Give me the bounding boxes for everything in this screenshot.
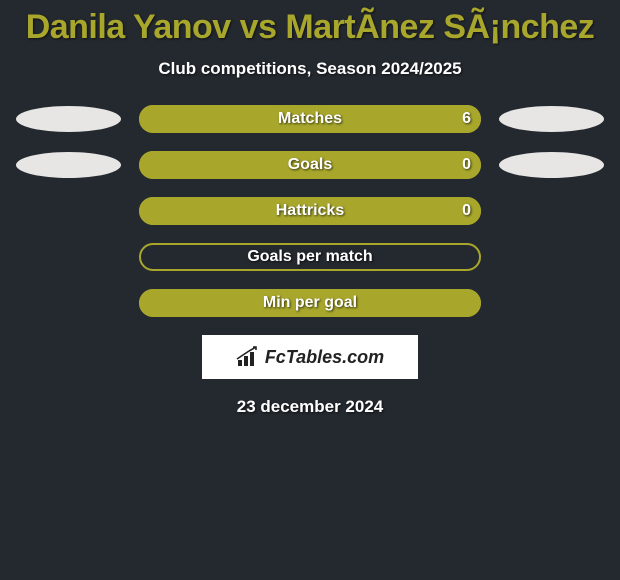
comparison-subtitle: Club competitions, Season 2024/2025: [0, 59, 620, 79]
stat-row: Matches6: [0, 105, 620, 133]
stat-right-value: 6: [462, 105, 471, 133]
stat-bar: Min per goal: [139, 289, 481, 317]
stat-label: Hattricks: [139, 197, 481, 225]
stat-bar: Goals0: [139, 151, 481, 179]
snapshot-date: 23 december 2024: [0, 397, 620, 417]
fctables-logo: FcTables.com: [202, 335, 418, 379]
stat-row: Goals per match: [0, 243, 620, 271]
stat-row: Goals0: [0, 151, 620, 179]
stat-bar: Matches6: [139, 105, 481, 133]
stat-label: Min per goal: [139, 289, 481, 317]
right-player-bubble: [499, 106, 604, 132]
stat-bar: Hattricks0: [139, 197, 481, 225]
stat-rows: Matches6Goals0Hattricks0Goals per matchM…: [0, 105, 620, 317]
stat-right-value: 0: [462, 197, 471, 225]
stat-label: Goals per match: [139, 243, 481, 271]
stat-row: Hattricks0: [0, 197, 620, 225]
stat-right-value: 0: [462, 151, 471, 179]
stat-row: Min per goal: [0, 289, 620, 317]
stat-bar: Goals per match: [139, 243, 481, 271]
bar-chart-icon: [236, 346, 262, 368]
logo-text: FcTables.com: [265, 347, 384, 368]
left-player-bubble: [16, 152, 121, 178]
stat-label: Goals: [139, 151, 481, 179]
right-player-bubble: [499, 152, 604, 178]
comparison-title: Danila Yanov vs MartÃ­nez SÃ¡nchez: [0, 0, 620, 47]
left-player-bubble: [16, 106, 121, 132]
stat-label: Matches: [139, 105, 481, 133]
